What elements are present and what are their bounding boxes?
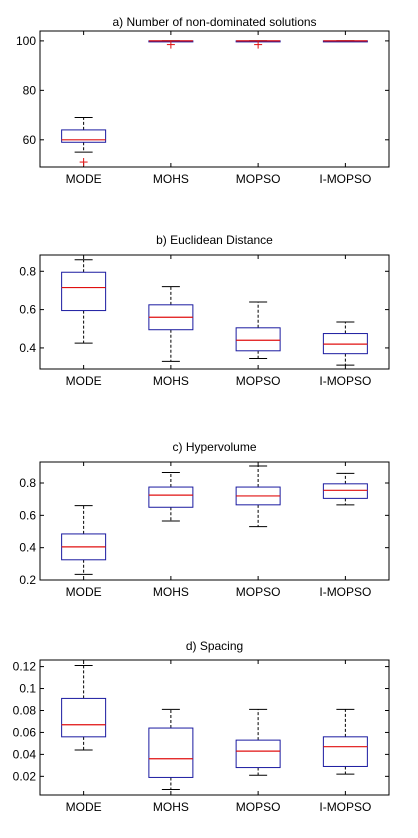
iqr-box bbox=[235, 739, 281, 769]
iqr-box bbox=[61, 271, 107, 312]
y-tick-label: 60 bbox=[23, 133, 37, 147]
chart-title: a) Number of non-dominated solutions bbox=[112, 15, 316, 29]
iqr-box bbox=[148, 486, 194, 508]
box-mopso: MOPSO bbox=[235, 660, 281, 814]
box-mode: MODE bbox=[61, 31, 107, 186]
category-label: MOPSO bbox=[236, 800, 281, 814]
category-label: MOHS bbox=[153, 585, 189, 599]
chart-panel: b) Euclidean Distance 0.4 0.6 0.8 MODE MOHS MO… bbox=[19, 233, 390, 388]
y-tick-label: 0.6 bbox=[19, 303, 36, 317]
y-tick-label: 0.4 bbox=[19, 341, 36, 355]
y-tick-label: 0.1 bbox=[19, 682, 36, 696]
y-tick-label: 0.8 bbox=[19, 476, 36, 490]
outlier-marker bbox=[254, 40, 263, 49]
category-label: I-MOPSO bbox=[319, 800, 371, 814]
y-tick-label: 0.06 bbox=[13, 725, 37, 739]
category-label: MODE bbox=[66, 374, 102, 388]
y-tick-label: 0.6 bbox=[19, 508, 36, 522]
y-tick-label: 0.12 bbox=[13, 660, 37, 674]
y-tick-label: 0.04 bbox=[13, 747, 37, 761]
chart-panel: c) Hypervolume 0.2 0.4 0.6 0.8 MODE MOHS MOPSO I… bbox=[19, 440, 390, 599]
y-tick-label: 0.4 bbox=[19, 541, 36, 555]
box-mopso: MOPSO bbox=[235, 31, 281, 186]
outlier-marker bbox=[79, 158, 88, 167]
box-mode: MODE bbox=[61, 462, 107, 599]
category-label: MODE bbox=[66, 172, 102, 186]
box-i-mopso: I-MOPSO bbox=[319, 31, 371, 186]
plot-frame bbox=[39, 659, 390, 796]
y-tick-label: 0.8 bbox=[19, 264, 36, 278]
box-mode: MODE bbox=[61, 255, 107, 388]
box-mopso: MOPSO bbox=[235, 462, 281, 599]
chart-panel: d) Spacing 0.02 0.04 0.06 0.08 0.1 0.12 MODE MOH… bbox=[13, 639, 390, 814]
y-tick-label: 0.08 bbox=[13, 703, 37, 717]
category-label: MODE bbox=[66, 585, 102, 599]
iqr-box bbox=[322, 736, 368, 767]
chart-title: b) Euclidean Distance bbox=[156, 233, 273, 247]
y-tick-label: 0.02 bbox=[13, 769, 37, 783]
outlier-marker bbox=[166, 40, 175, 49]
box-i-mopso: I-MOPSO bbox=[319, 255, 371, 388]
iqr-box bbox=[235, 327, 281, 352]
category-label: MOHS bbox=[153, 800, 189, 814]
category-label: MOHS bbox=[153, 172, 189, 186]
category-label: I-MOPSO bbox=[319, 585, 371, 599]
y-tick-label: 0.2 bbox=[19, 573, 36, 587]
box-mode: MODE bbox=[61, 660, 107, 814]
iqr-box bbox=[148, 727, 194, 778]
box-mohs: MOHS bbox=[148, 255, 194, 388]
category-label: MOHS bbox=[153, 374, 189, 388]
category-label: I-MOPSO bbox=[319, 172, 371, 186]
plot-frame bbox=[39, 461, 390, 581]
chart-title: c) Hypervolume bbox=[172, 440, 256, 454]
iqr-box bbox=[61, 129, 107, 143]
category-label: I-MOPSO bbox=[319, 374, 371, 388]
plot-frame bbox=[39, 254, 390, 370]
category-label: MOPSO bbox=[236, 374, 281, 388]
iqr-box bbox=[61, 697, 107, 738]
box-mohs: MOHS bbox=[148, 31, 194, 186]
category-label: MOPSO bbox=[236, 585, 281, 599]
box-mopso: MOPSO bbox=[235, 255, 281, 388]
box-i-mopso: I-MOPSO bbox=[319, 660, 371, 814]
y-tick-label: 80 bbox=[23, 83, 37, 97]
category-label: MOPSO bbox=[236, 172, 281, 186]
box-mohs: MOHS bbox=[148, 462, 194, 599]
box-i-mopso: I-MOPSO bbox=[319, 462, 371, 599]
plot-frame bbox=[39, 30, 390, 168]
y-tick-label: 100 bbox=[16, 34, 36, 48]
chart-panel: a) Number of non-dominated solutions 60 80… bbox=[16, 15, 390, 186]
box-mohs: MOHS bbox=[148, 660, 194, 814]
chart-title: d) Spacing bbox=[186, 639, 243, 653]
category-label: MODE bbox=[66, 800, 102, 814]
iqr-box bbox=[322, 483, 368, 499]
